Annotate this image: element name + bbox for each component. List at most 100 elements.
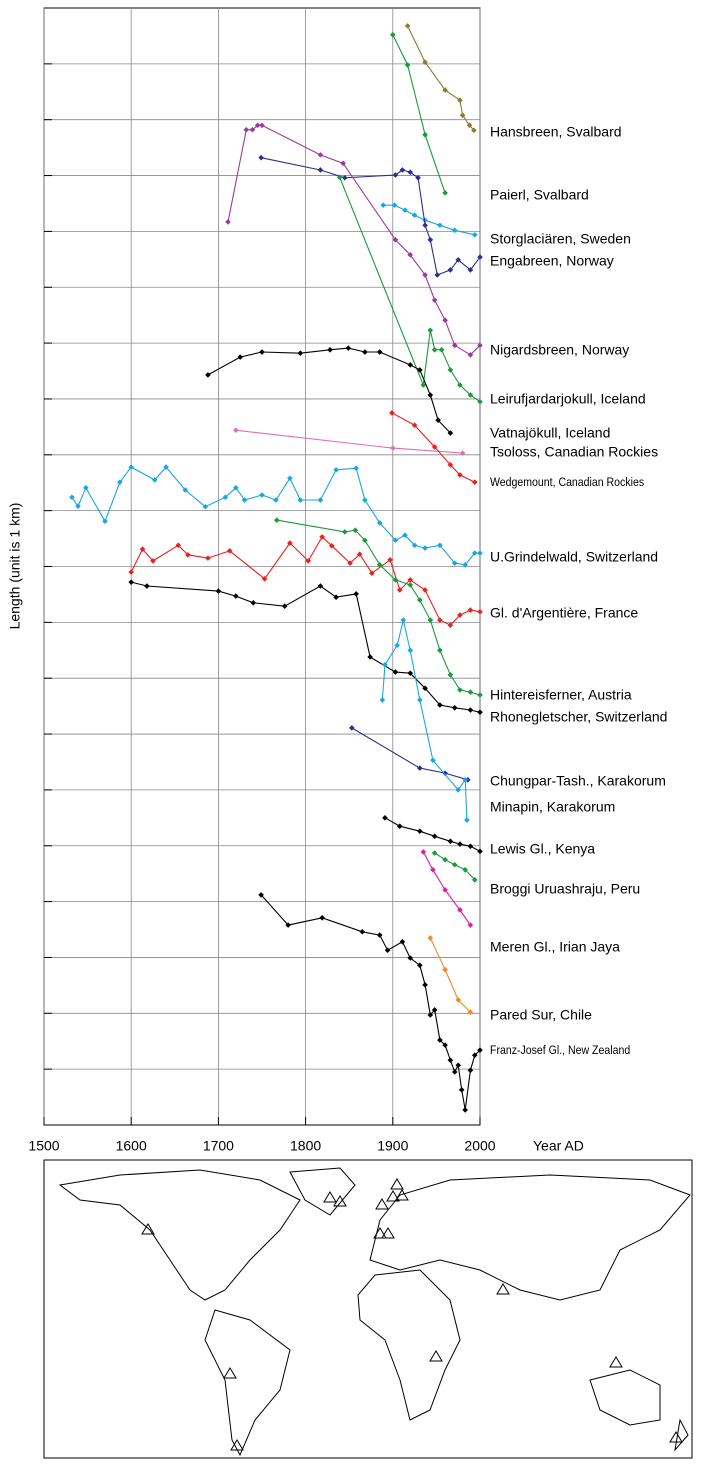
- series-line: [339, 176, 481, 403]
- data-point: [102, 518, 108, 525]
- data-point: [458, 1087, 465, 1093]
- data-point: [455, 257, 461, 263]
- south-america: [204, 1309, 291, 1457]
- series-line: [429, 937, 471, 1013]
- data-point: [451, 1069, 458, 1075]
- data-point: [150, 558, 156, 564]
- data-point: [457, 687, 463, 693]
- data-point: [442, 317, 448, 324]
- data-point: [353, 465, 359, 472]
- data-point: [467, 843, 474, 850]
- series-label: Nigardsbreen, Norway: [490, 342, 629, 358]
- data-point: [447, 1057, 454, 1064]
- data-point: [471, 877, 478, 883]
- data-point: [182, 487, 189, 493]
- data-point: [376, 349, 383, 355]
- series-label: Hintereisferner, Austria: [490, 687, 632, 703]
- data-point: [427, 935, 434, 941]
- data-point: [281, 603, 288, 609]
- data-point: [451, 560, 458, 566]
- data-point: [459, 112, 466, 119]
- series-label: Engabreen, Norway: [490, 253, 614, 269]
- data-point: [437, 542, 443, 549]
- data-point: [243, 126, 250, 133]
- data-point: [427, 392, 434, 398]
- data-point: [362, 497, 368, 503]
- data-point: [420, 382, 427, 388]
- data-point: [139, 546, 146, 552]
- data-point: [353, 591, 359, 597]
- data-point: [376, 562, 383, 568]
- data-point: [442, 770, 448, 776]
- data-point: [467, 689, 474, 695]
- data-point: [175, 542, 182, 549]
- data-point: [451, 861, 458, 868]
- data-point: [382, 815, 388, 821]
- data-point: [380, 202, 387, 208]
- data-point: [422, 59, 428, 65]
- data-point: [417, 765, 423, 771]
- data-point: [477, 342, 483, 349]
- data-point: [411, 212, 418, 219]
- data-point: [402, 532, 408, 539]
- data-point: [462, 777, 468, 783]
- data-point: [477, 608, 483, 615]
- data-point: [431, 444, 438, 450]
- data-point: [297, 350, 304, 356]
- series-line: [392, 34, 446, 194]
- data-point: [447, 430, 454, 436]
- data-point: [259, 122, 265, 129]
- data-point: [467, 1067, 474, 1074]
- data-point: [261, 575, 268, 582]
- data-point: [427, 327, 434, 334]
- data-point: [477, 254, 483, 260]
- data-point: [376, 932, 383, 938]
- series-line: [391, 412, 476, 483]
- data-point: [430, 866, 436, 873]
- world-map: [43, 1159, 693, 1459]
- data-point: [462, 1107, 468, 1113]
- series-label: Wedgemount, Canadian Rockies: [490, 477, 644, 490]
- site-marker: [230, 1439, 244, 1451]
- data-point: [400, 617, 407, 623]
- series-label: Broggi Uruashraju, Peru: [490, 881, 640, 897]
- x-tick-label: 2000: [464, 1138, 495, 1154]
- data-point: [392, 172, 399, 178]
- x-tick-label: 1600: [116, 1138, 147, 1154]
- data-point: [431, 347, 438, 353]
- data-point: [367, 654, 373, 660]
- data-point: [347, 560, 353, 566]
- glacier-sites: [141, 1178, 683, 1451]
- data-point: [382, 661, 388, 668]
- north-america: [58, 1169, 301, 1301]
- series-label: Minapin, Karakorum: [490, 799, 615, 815]
- data-point: [477, 1047, 483, 1053]
- data-point: [477, 709, 483, 716]
- data-point: [342, 529, 348, 535]
- series-label: Lewis Gl., Kenya: [490, 841, 595, 857]
- data-point: [427, 1012, 434, 1018]
- data-point: [457, 97, 463, 103]
- data-point: [422, 217, 428, 224]
- data-point: [362, 537, 368, 544]
- data-point: [226, 548, 233, 554]
- data-point: [144, 583, 150, 589]
- data-point: [411, 422, 418, 428]
- data-point: [407, 647, 414, 654]
- greenland: [289, 1167, 356, 1216]
- series-line: [384, 817, 481, 852]
- data-point: [128, 569, 134, 575]
- data-point: [467, 352, 474, 358]
- series-label: Hansbreen, Svalbard: [490, 124, 622, 140]
- data-point: [362, 349, 368, 355]
- data-point: [391, 202, 398, 208]
- data-point: [417, 367, 423, 373]
- data-point: [259, 349, 265, 355]
- data-point: [233, 484, 239, 491]
- x-tick-label: 1800: [290, 1138, 321, 1154]
- data-point: [345, 345, 352, 351]
- data-point: [467, 707, 474, 713]
- data-point: [464, 817, 470, 823]
- data-point: [399, 167, 406, 173]
- map-frame: [43, 1159, 693, 1459]
